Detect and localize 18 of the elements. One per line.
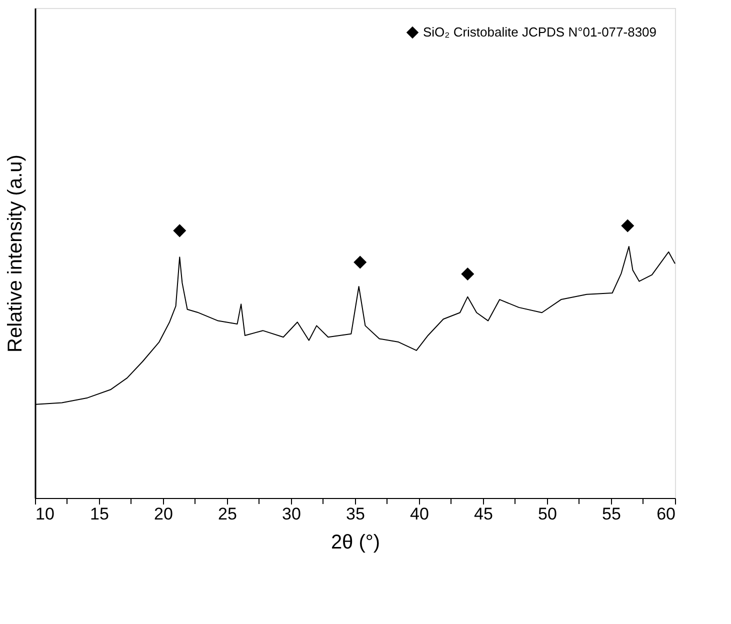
- x-tick-label: 20: [154, 504, 173, 524]
- x-tick-label: 10: [36, 504, 54, 524]
- x-tick-label: 55: [602, 504, 621, 524]
- x-tick-label: 25: [218, 504, 237, 524]
- x-tick-label: 15: [90, 504, 109, 524]
- point: [621, 219, 634, 232]
- x-tick-label: 30: [282, 504, 301, 524]
- x-tick-label: 50: [538, 504, 557, 524]
- x-tick-label: 40: [410, 504, 429, 524]
- x-tick-label: 60: [656, 504, 676, 524]
- legend-label: SiO₂ Cristobalite JCPDS N°01-077-8309: [423, 24, 657, 40]
- x-tick-label: 45: [474, 504, 493, 524]
- point: [461, 267, 474, 280]
- x-tick-label: 35: [346, 504, 365, 524]
- y-axis-title: Relative intensity (a.u): [4, 154, 26, 352]
- point: [173, 224, 186, 238]
- x-axis-title: 2θ (°): [330, 532, 380, 554]
- point: [354, 256, 367, 269]
